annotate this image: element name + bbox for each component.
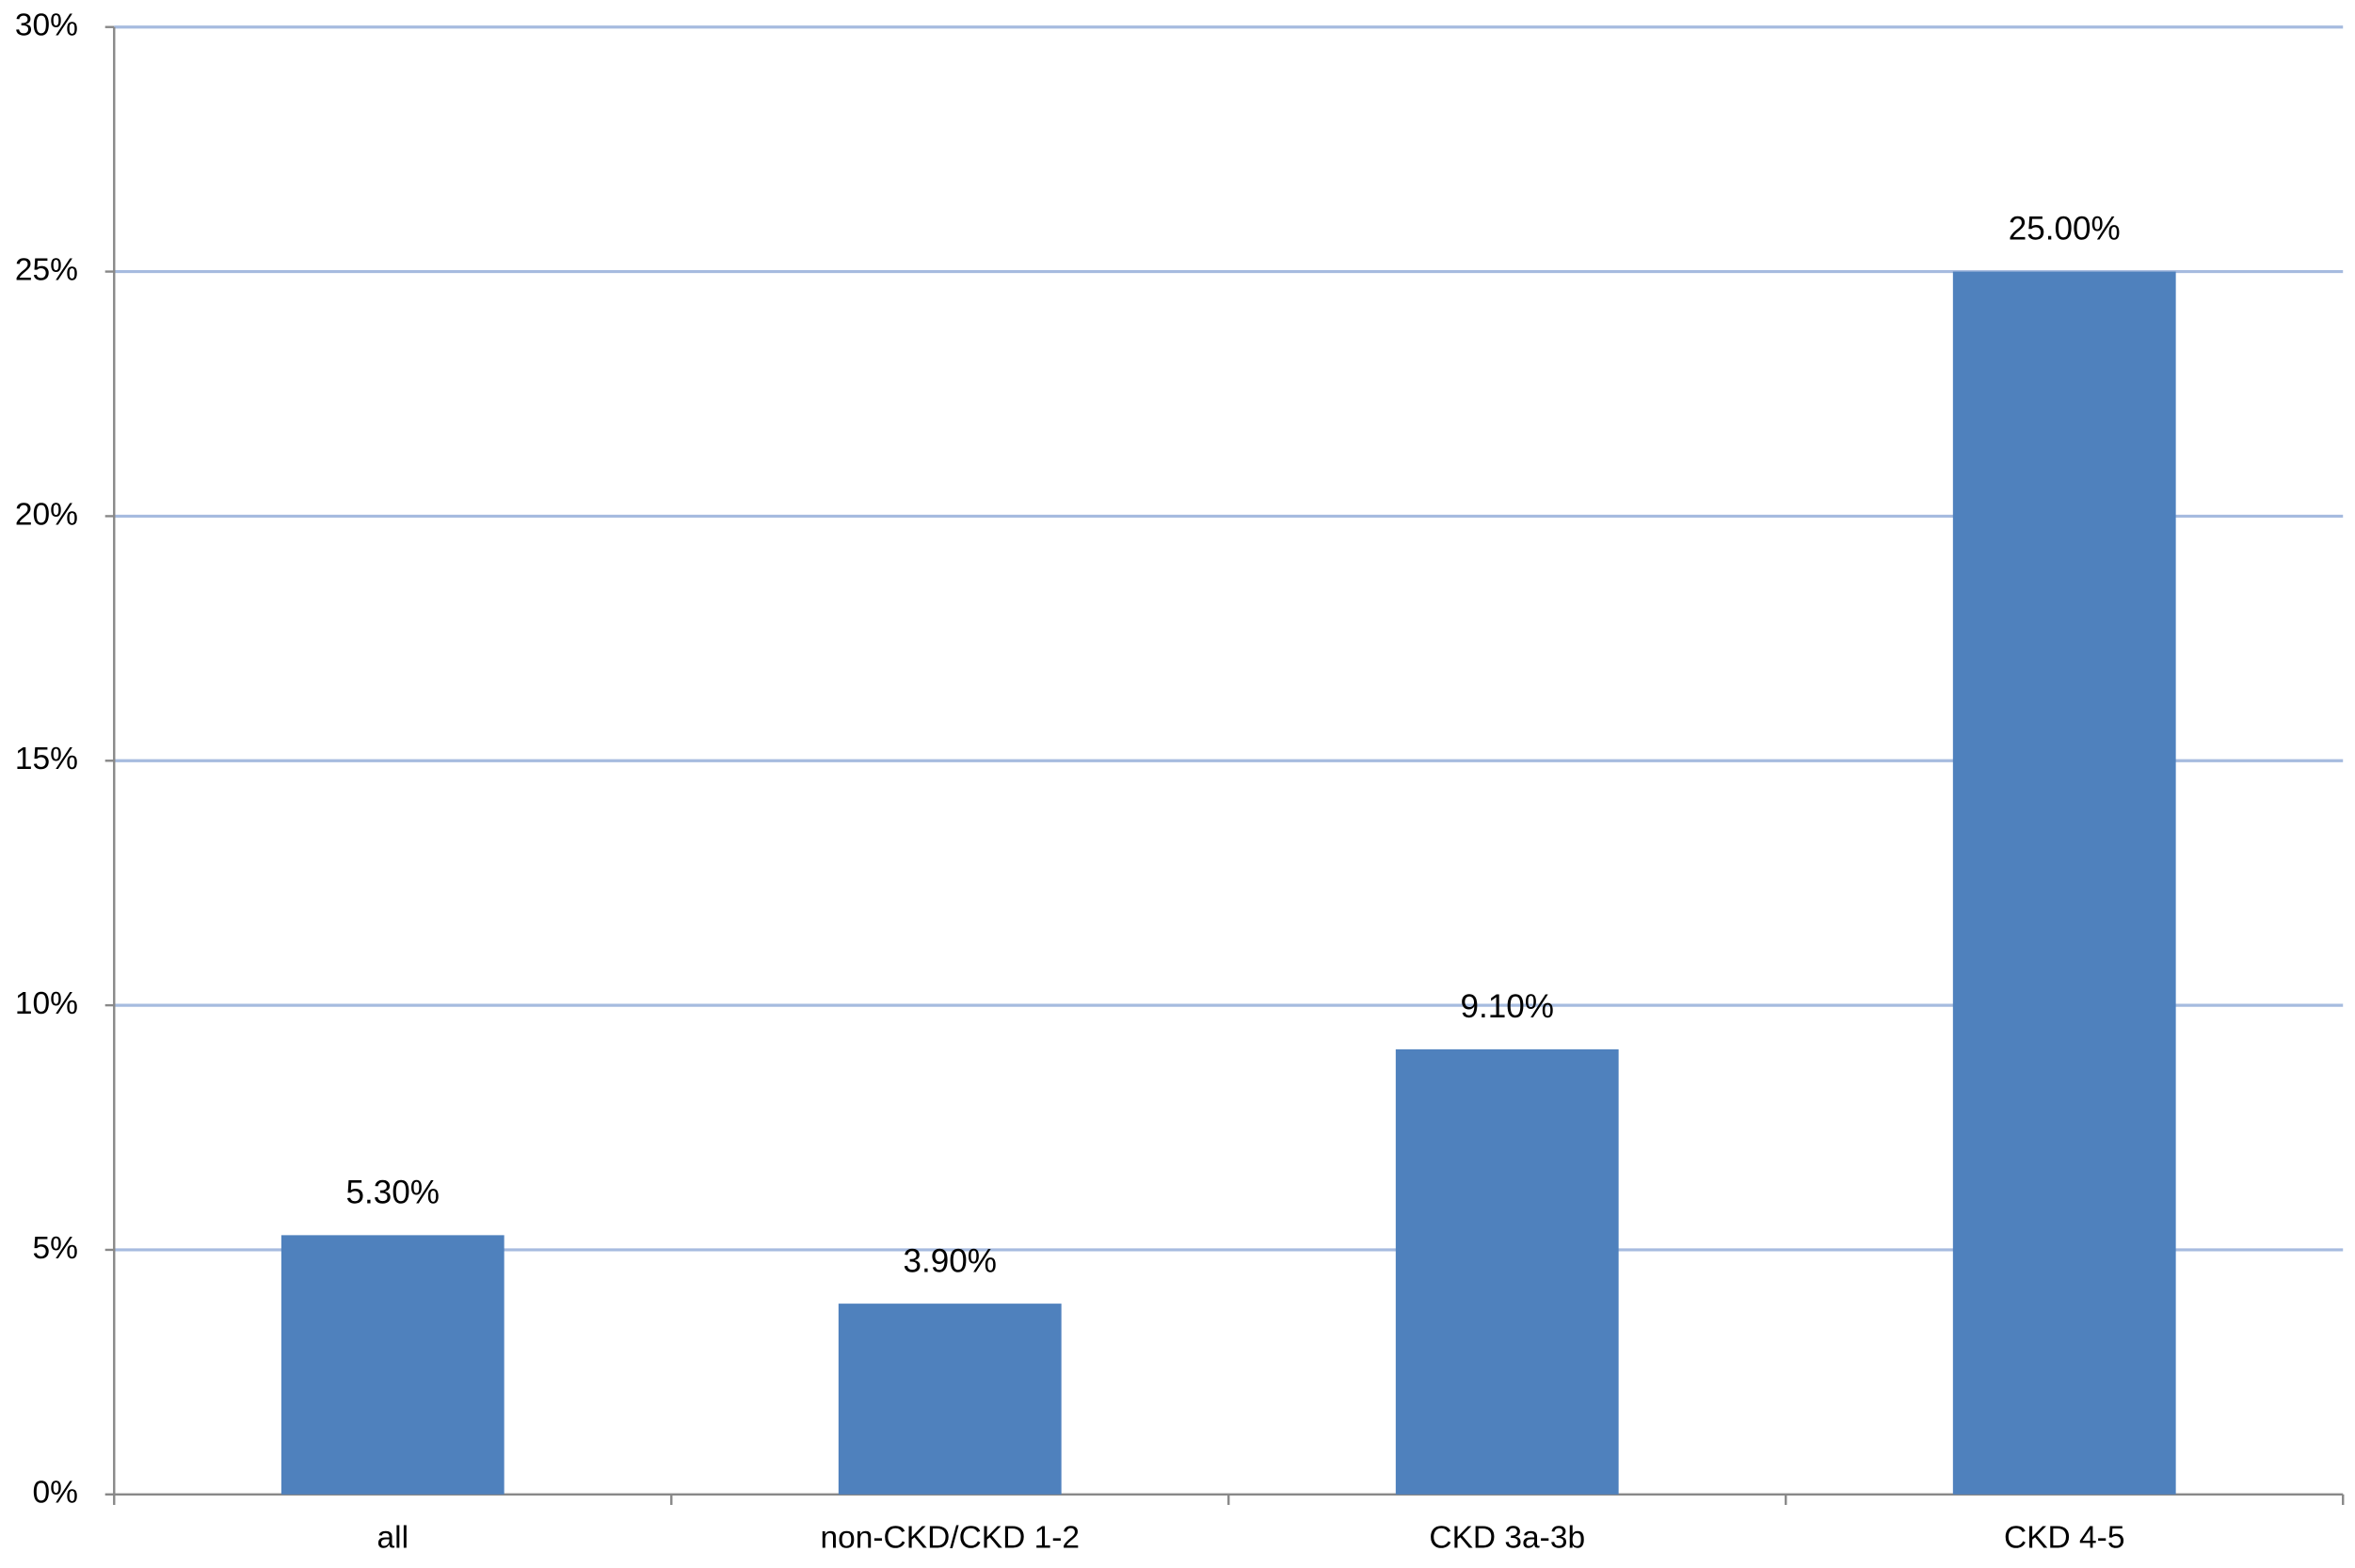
y-tick-label: 20%: [15, 497, 78, 532]
y-tick-label: 25%: [15, 252, 78, 287]
x-tick-label: all: [377, 1521, 409, 1556]
x-tick-label: CKD 3a-3b: [1429, 1521, 1585, 1556]
x-tick-label: CKD 4-5: [2004, 1521, 2124, 1556]
y-tick-label: 0%: [33, 1476, 78, 1511]
value-label: 9.10%: [1460, 988, 1554, 1025]
y-tick-label: 5%: [33, 1231, 78, 1266]
bar: [1395, 1048, 1619, 1495]
x-tick-label: non-CKD/CKD 1-2: [820, 1521, 1080, 1556]
value-label: 3.90%: [904, 1242, 998, 1279]
value-label: 25.00%: [2009, 211, 2121, 248]
bar: [280, 1235, 505, 1495]
y-tick-label: 10%: [15, 986, 78, 1021]
y-tick-label: 15%: [15, 742, 78, 776]
bar: [838, 1304, 1062, 1495]
value-label: 5.30%: [346, 1175, 441, 1211]
bar: [1952, 271, 2176, 1495]
y-tick-label: 30%: [15, 8, 78, 43]
